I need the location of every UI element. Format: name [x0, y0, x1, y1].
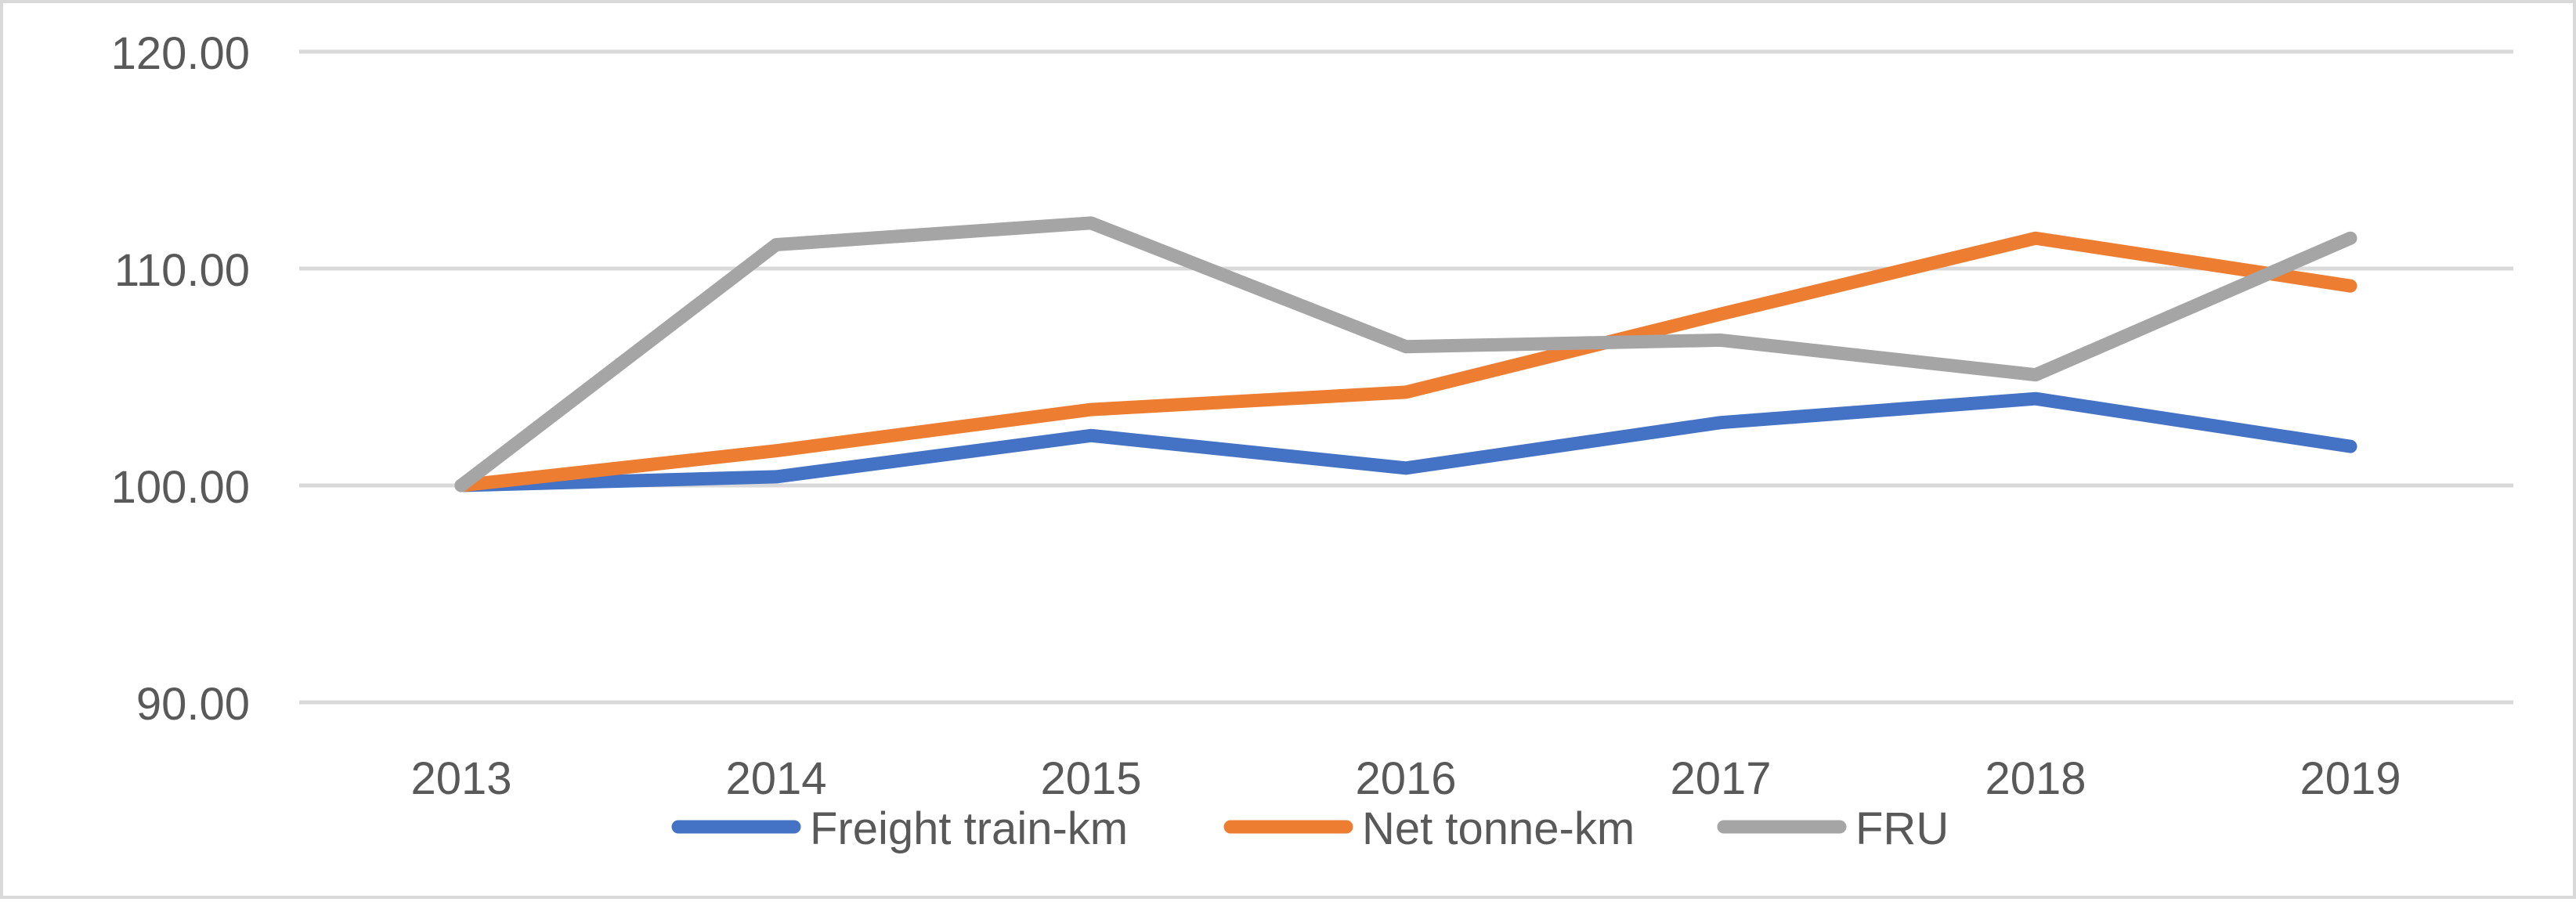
x-tick-label: 2017	[1670, 753, 1771, 804]
legend-item: Net tonne-km	[1223, 803, 1635, 854]
y-tick-label: 110.00	[114, 245, 250, 296]
legend-label: Net tonne-km	[1362, 803, 1635, 854]
y-tick-label: 120.00	[111, 28, 250, 79]
legend: Freight train-km Net tonne-km FRU	[671, 803, 1949, 854]
gridlines	[299, 49, 2513, 705]
y-axis-tick-labels: 90.00 100.00 110.00 120.00	[111, 28, 250, 730]
legend-label: FRU	[1855, 803, 1949, 854]
series-lines	[454, 216, 2357, 492]
x-tick-label: 2019	[2300, 753, 2401, 804]
legend-item: FRU	[1717, 803, 1949, 854]
x-tick-label: 2015	[1040, 753, 1141, 804]
y-tick-label: 90.00	[136, 679, 250, 730]
legend-item: Freight train-km	[671, 803, 1128, 854]
x-tick-label: 2013	[410, 753, 511, 804]
x-tick-label: 2014	[725, 753, 826, 804]
x-axis-tick-labels: 2013 2014 2015 2016 2017 2018 2019	[410, 753, 2401, 804]
series-line-freight-train-km	[454, 391, 2357, 492]
x-tick-label: 2016	[1355, 753, 1456, 804]
legend-label: Freight train-km	[810, 803, 1128, 854]
series-line-fru	[454, 216, 2357, 492]
series-line-net-tonne-km	[454, 231, 2357, 492]
line-chart: 90.00 100.00 110.00 120.00 2013 2014 2015 2016…	[111, 28, 2513, 854]
x-tick-label: 2018	[1985, 753, 2086, 804]
y-tick-label: 100.00	[111, 462, 250, 513]
